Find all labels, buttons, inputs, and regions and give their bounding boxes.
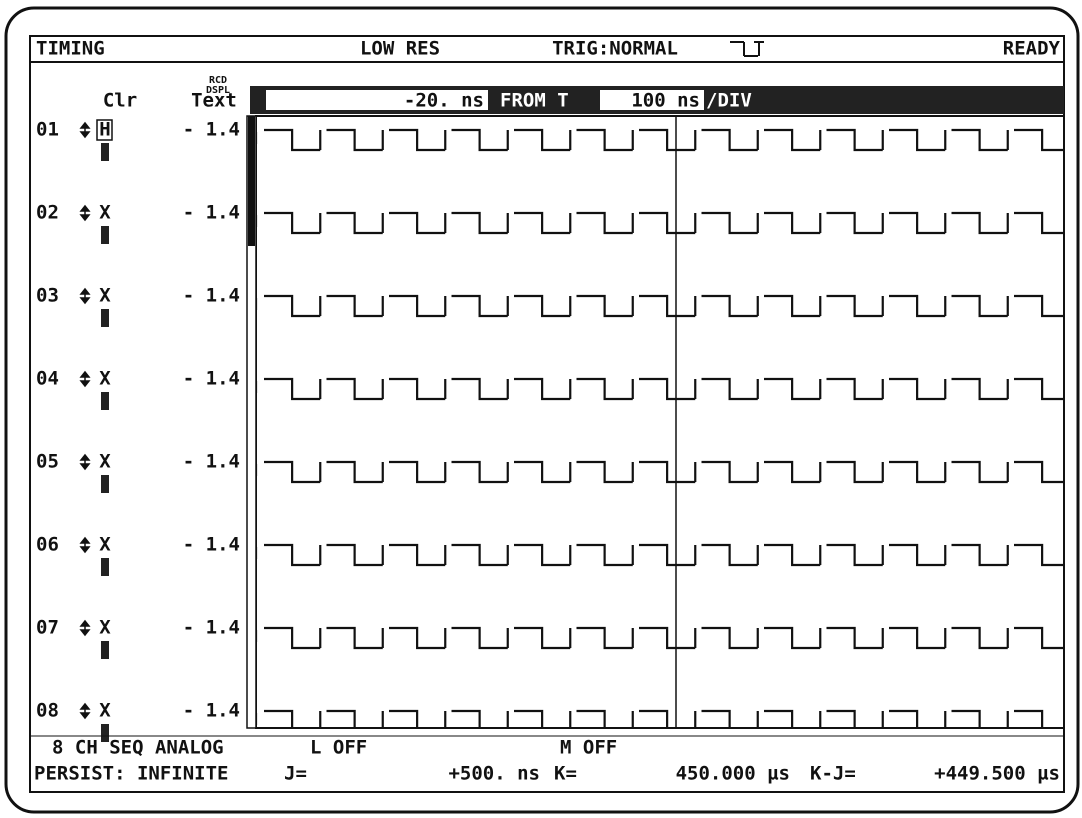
offset[interactable]: -20. ns xyxy=(404,90,484,112)
channel-row: 08 X - 1.4 xyxy=(36,700,1044,742)
rcd-label: RCD xyxy=(209,75,227,86)
waveform xyxy=(257,460,1063,484)
color-swatch xyxy=(101,558,109,576)
color-swatch xyxy=(101,226,109,244)
channel-row: 06 X - 1.4 xyxy=(36,534,1063,576)
waveform-area xyxy=(255,115,1065,729)
color-swatch xyxy=(101,392,109,410)
channel-id: 02 xyxy=(36,202,59,224)
kj-label: K-J= xyxy=(810,763,856,785)
channel-id: 06 xyxy=(36,534,59,556)
clr-value[interactable]: X xyxy=(99,451,111,473)
channel-id: 03 xyxy=(36,285,59,307)
clr-value[interactable]: X xyxy=(99,202,111,224)
waveform xyxy=(257,543,1063,567)
clr-value[interactable]: X xyxy=(99,700,111,722)
waveform xyxy=(257,626,1063,650)
clr-value[interactable]: X xyxy=(99,534,111,556)
offset-field[interactable] xyxy=(266,90,488,110)
channel-text: - 1.4 xyxy=(183,700,240,722)
channel-id: 05 xyxy=(36,451,59,473)
color-swatch xyxy=(101,475,109,493)
channel-text: - 1.4 xyxy=(183,285,240,307)
updown-icon xyxy=(79,204,91,222)
clr-value[interactable]: X xyxy=(99,368,111,390)
l-marker: L OFF xyxy=(310,737,367,759)
channel-text: - 1.4 xyxy=(183,119,240,141)
k-value: 450.000 µs xyxy=(676,763,790,785)
channel-id: 04 xyxy=(36,368,59,390)
channel-text: - 1.4 xyxy=(183,368,240,390)
channel-text: - 1.4 xyxy=(183,451,240,473)
trigger: TRIG:NORMAL xyxy=(552,38,678,60)
clr-value[interactable]: X xyxy=(99,617,111,639)
updown-icon xyxy=(79,619,91,637)
updown-icon xyxy=(79,702,91,720)
channel-row: 02 X - 1.4 xyxy=(36,202,1063,244)
waveform xyxy=(257,294,1063,318)
color-swatch xyxy=(101,309,109,327)
clr-header: Clr xyxy=(103,90,137,112)
channel-row: 01 H - 1.4 xyxy=(36,119,1063,161)
mode: TIMING xyxy=(36,38,105,60)
scale-field[interactable] xyxy=(600,90,704,110)
color-swatch xyxy=(101,143,109,161)
waveform xyxy=(257,128,1063,152)
channel-text: - 1.4 xyxy=(183,202,240,224)
j-label: J= xyxy=(284,763,307,785)
updown-icon xyxy=(79,536,91,554)
clr-value[interactable]: X xyxy=(99,285,111,307)
updown-icon xyxy=(79,121,91,139)
persist: PERSIST: INFINITE xyxy=(34,763,228,785)
dspl-label: DSPL xyxy=(206,85,230,96)
channel-text: - 1.4 xyxy=(183,617,240,639)
waveform xyxy=(257,211,1063,235)
kj-value: +449.500 µs xyxy=(934,763,1060,785)
color-swatch xyxy=(101,724,109,742)
resolution: LOW RES xyxy=(360,38,440,60)
channel-row: 03 X - 1.4 xyxy=(36,285,1063,327)
bezel xyxy=(4,6,1080,814)
scale[interactable]: 100 ns xyxy=(631,90,700,112)
updown-icon xyxy=(79,453,91,471)
clr-value[interactable]: H xyxy=(99,119,110,141)
waveform xyxy=(257,709,1044,727)
channel-text: - 1.4 xyxy=(183,534,240,556)
waveform xyxy=(257,377,1063,401)
per-div: /DIV xyxy=(706,90,752,112)
channel-row: 04 X - 1.4 xyxy=(36,368,1063,410)
scroll-thumb[interactable] xyxy=(248,116,255,246)
channel-id: 08 xyxy=(36,700,59,722)
config: 8 CH SEQ ANALOG xyxy=(52,737,224,759)
channel-row: 07 X - 1.4 xyxy=(36,617,1063,659)
channel-id: 01 xyxy=(36,119,59,141)
m-marker: M OFF xyxy=(560,737,617,759)
channel-row: 05 X - 1.4 xyxy=(36,451,1063,493)
clr-box[interactable] xyxy=(96,119,113,141)
updown-icon xyxy=(79,287,91,305)
k-label: K= xyxy=(554,763,577,785)
j-value: +500. ns xyxy=(448,763,540,785)
color-swatch xyxy=(101,641,109,659)
status: READY xyxy=(1003,38,1061,60)
trigger-icon xyxy=(730,41,764,57)
from-label: FROM T xyxy=(500,90,569,112)
channel-id: 07 xyxy=(36,617,59,639)
updown-icon xyxy=(79,370,91,388)
text-header: Text xyxy=(191,90,237,112)
